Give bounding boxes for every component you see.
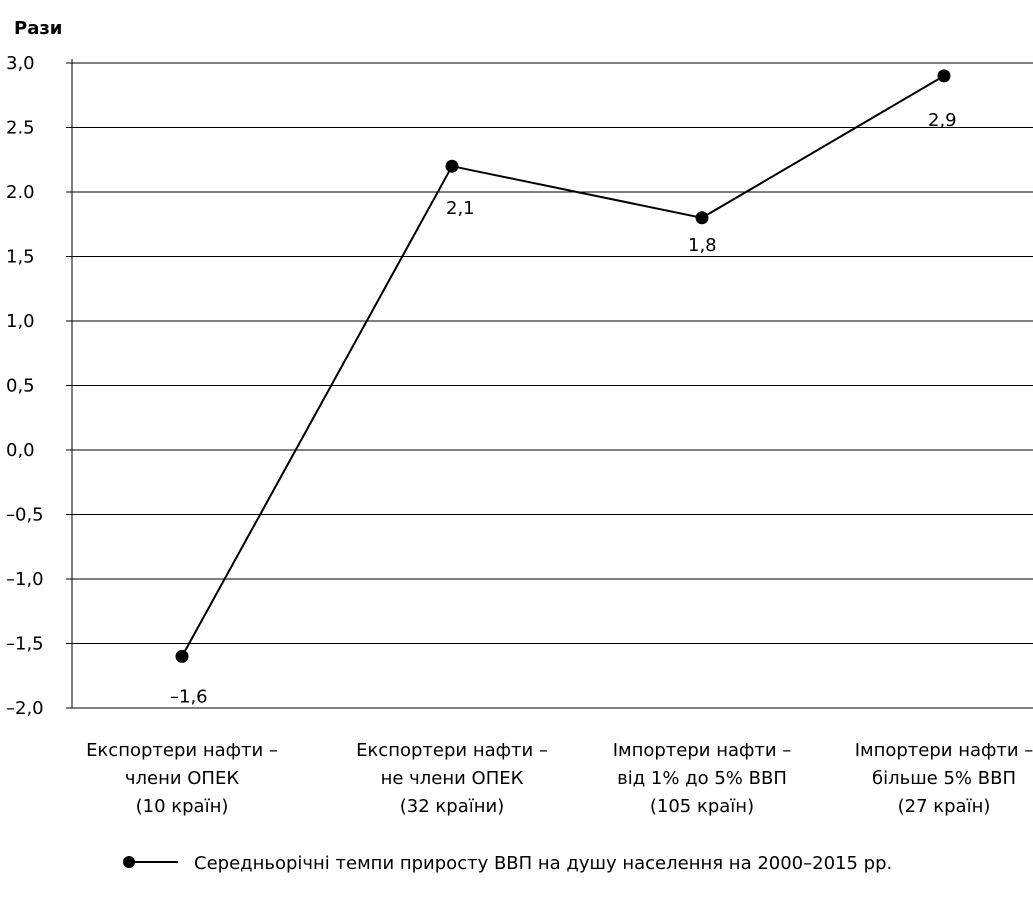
- y-tick-label: 0,5: [6, 376, 35, 397]
- category-label: Імпортери нафти – більше 5% ВВП (27 країн): [855, 740, 1033, 817]
- y-tick-label: 2.0: [6, 182, 35, 203]
- data-label: 2,1: [446, 198, 475, 219]
- series-line: [181, 75, 945, 657]
- category-label: Експортери нафти – не члени ОПЕК (32 країн…: [356, 740, 548, 817]
- legend-label: Середньорічні темпи приросту ВВП на душу…: [194, 853, 892, 874]
- data-label: –1,6: [170, 686, 208, 707]
- data-label: 1,8: [688, 235, 717, 256]
- x-axis-categories: Експортери нафти – члени ОПЕК (10 країн) Ек…: [86, 740, 1033, 817]
- category-label: Імпортери нафти – від 1% до 5% ВВП (105 кр…: [613, 740, 792, 817]
- y-tick-label: –0,5: [6, 505, 44, 526]
- y-axis-title: Рази: [14, 18, 62, 39]
- y-tick-label: 2.5: [6, 118, 35, 139]
- y-tick-label: –2,0: [6, 698, 44, 719]
- legend: Середньорічні темпи приросту ВВП на душу…: [123, 853, 892, 874]
- axes: [71, 59, 1033, 709]
- data-point: [937, 69, 951, 83]
- data-point: [175, 649, 189, 663]
- y-tick-label: 1,5: [6, 247, 35, 268]
- y-tick-label: 1,0: [6, 311, 35, 332]
- data-point: [695, 211, 709, 225]
- y-tick-label: 0,0: [6, 440, 35, 461]
- series-group: –1,6 2,1 1,8 2,9: [170, 69, 957, 707]
- y-tick-label: 3,0: [6, 53, 35, 74]
- gridlines: [72, 62, 1033, 644]
- y-tick-label: –1,0: [6, 569, 44, 590]
- y-tick-label: –1,5: [6, 634, 44, 655]
- data-label: 2,9: [928, 110, 957, 131]
- data-point: [445, 159, 459, 173]
- legend-marker: [123, 856, 135, 868]
- y-axis-ticks: 3,0 2.5 2.0 1,5 1,0 0,5 0,0 –0,5 –1,0 –1,5 –2,0: [6, 53, 72, 719]
- category-label: Експортери нафти – члени ОПЕК (10 країн): [86, 740, 278, 817]
